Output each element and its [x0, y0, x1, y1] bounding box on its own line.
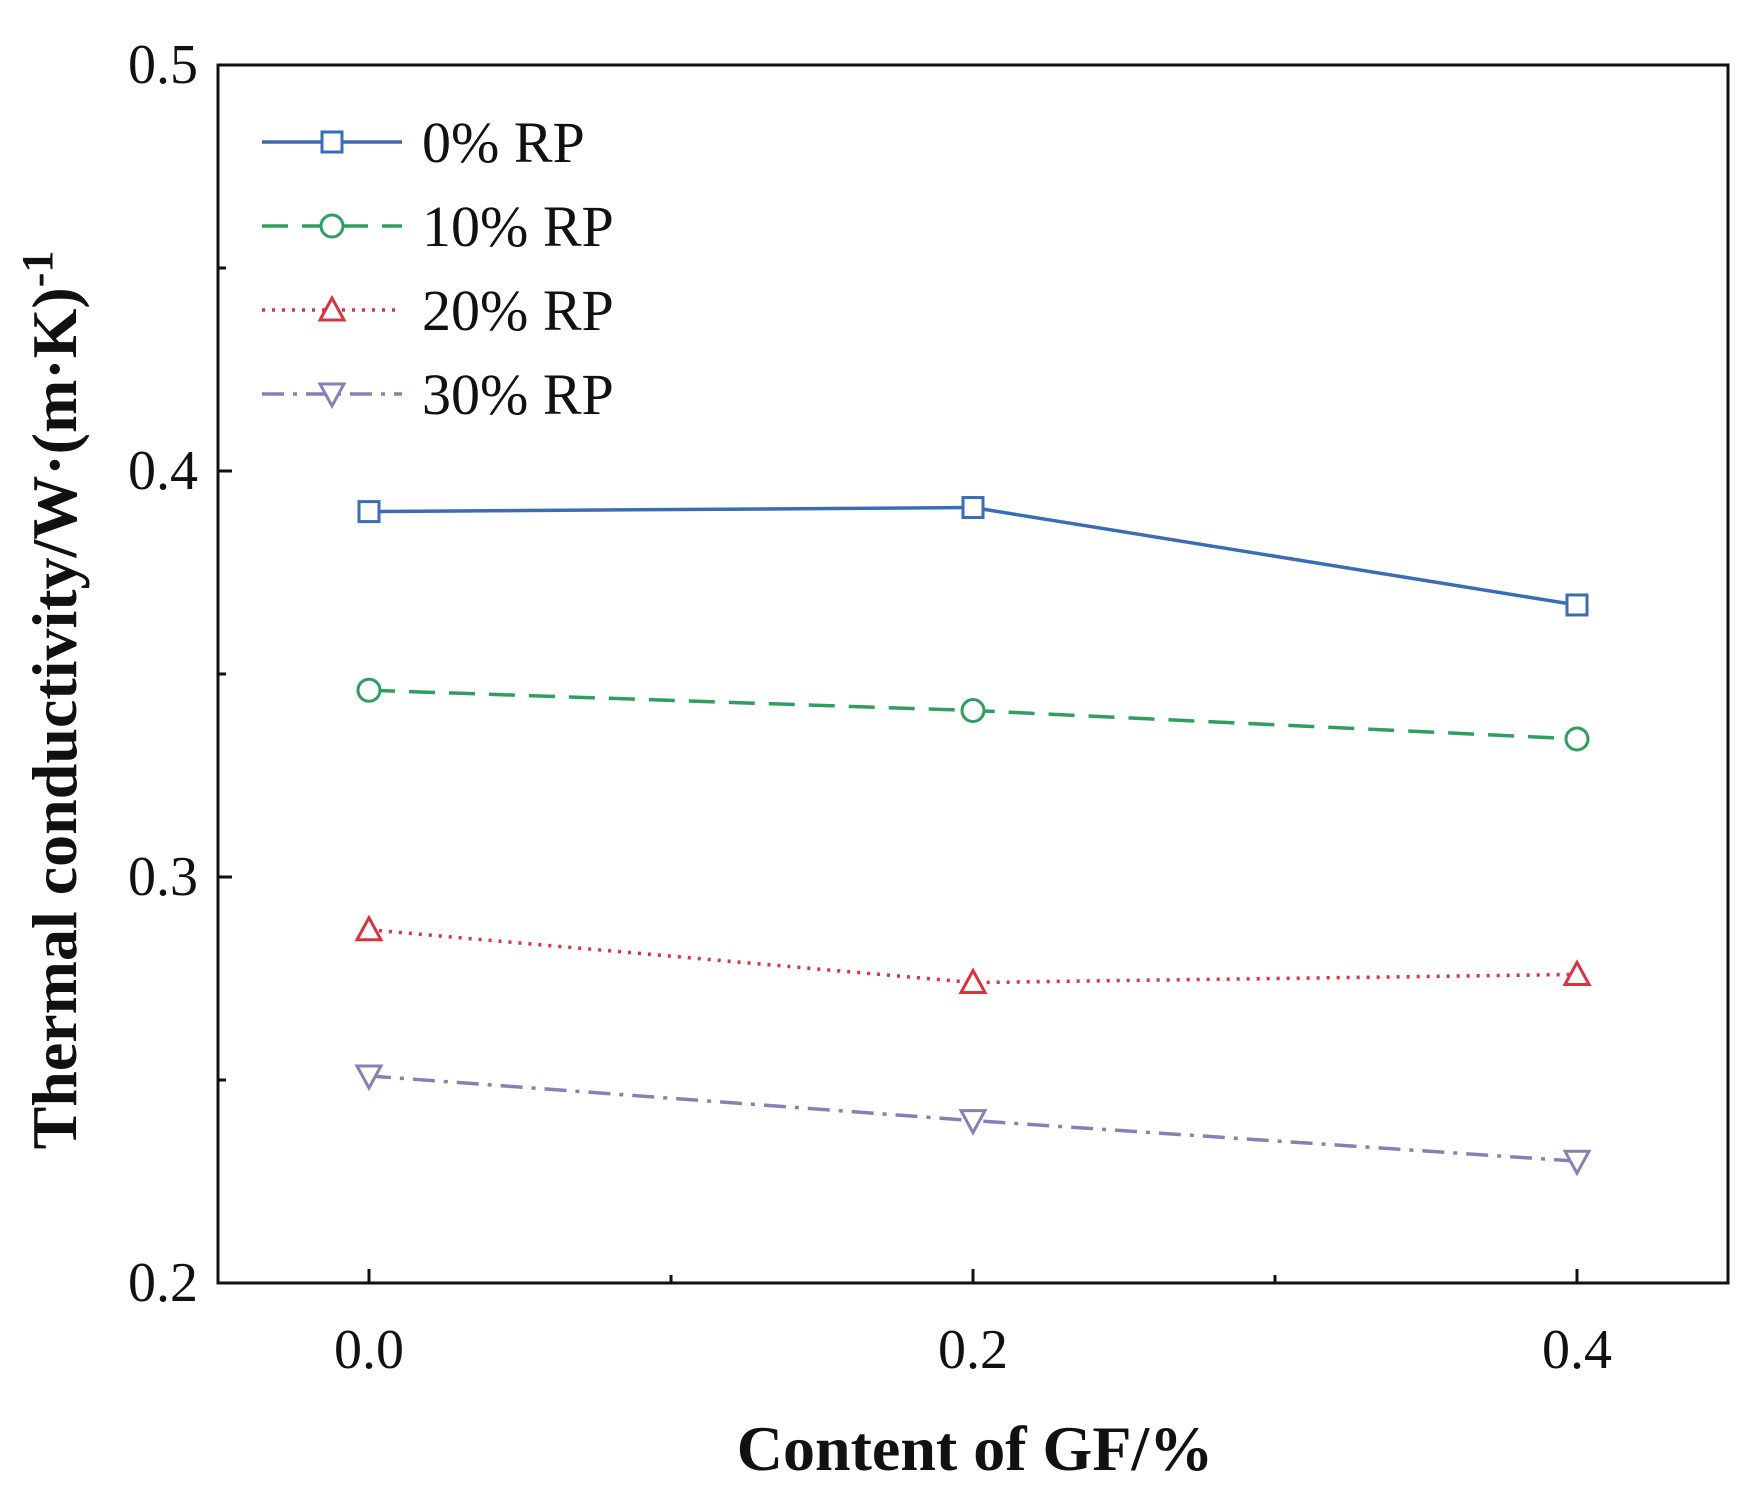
legend-label: 0% RP	[422, 110, 585, 175]
data-point	[356, 677, 382, 703]
data-point	[1565, 593, 1589, 617]
legend: 0% RP 10% RP 20% RP 30% RP	[262, 110, 614, 427]
x-tick-label: 0.0	[334, 1319, 404, 1381]
x-tick-label: 0.2	[938, 1319, 1008, 1381]
data-point	[1562, 959, 1592, 986]
data-point	[354, 914, 384, 942]
x-tick-label: 0.4	[1542, 1319, 1612, 1381]
series-line	[368, 928, 1578, 985]
y-axis-ticks: 0.2 0.3 0.4 0.5	[128, 34, 232, 1314]
x-axis-ticks: 0.0 0.2 0.4	[334, 1269, 1612, 1381]
series-2	[354, 914, 1592, 995]
legend-marker	[317, 294, 347, 322]
y-tick-label: 0.3	[128, 846, 198, 908]
series-3	[354, 1064, 1592, 1177]
legend-label: 10% RP	[422, 194, 614, 259]
legend-marker	[320, 130, 344, 154]
legend-marker	[319, 213, 345, 239]
data-point	[357, 500, 381, 524]
data-point	[1562, 1149, 1592, 1177]
x-axis-title: Content of GF/%	[737, 1413, 1213, 1484]
legend-marker	[317, 382, 347, 410]
series-1	[356, 677, 1590, 752]
data-point	[960, 698, 986, 724]
legend-label: 30% RP	[422, 362, 614, 427]
y-axis-title-main: Thermal conductivity/W·(m·K)	[19, 287, 90, 1149]
data-point	[1564, 726, 1590, 752]
series-0	[357, 496, 1589, 617]
data-point	[354, 1064, 384, 1092]
y-axis-title: Thermal conductivity/W·(m·K)-1	[13, 251, 90, 1150]
series-line	[368, 505, 1578, 607]
data-point	[958, 1109, 988, 1136]
y-axis-title-superscript: -1	[13, 251, 62, 288]
legend-label: 20% RP	[422, 278, 614, 343]
y-tick-label: 0.4	[128, 440, 198, 502]
data-point	[958, 967, 988, 995]
y-tick-label: 0.2	[128, 1252, 198, 1314]
series-layer	[354, 496, 1592, 1177]
data-point	[961, 496, 985, 520]
y-tick-label: 0.5	[128, 34, 198, 96]
